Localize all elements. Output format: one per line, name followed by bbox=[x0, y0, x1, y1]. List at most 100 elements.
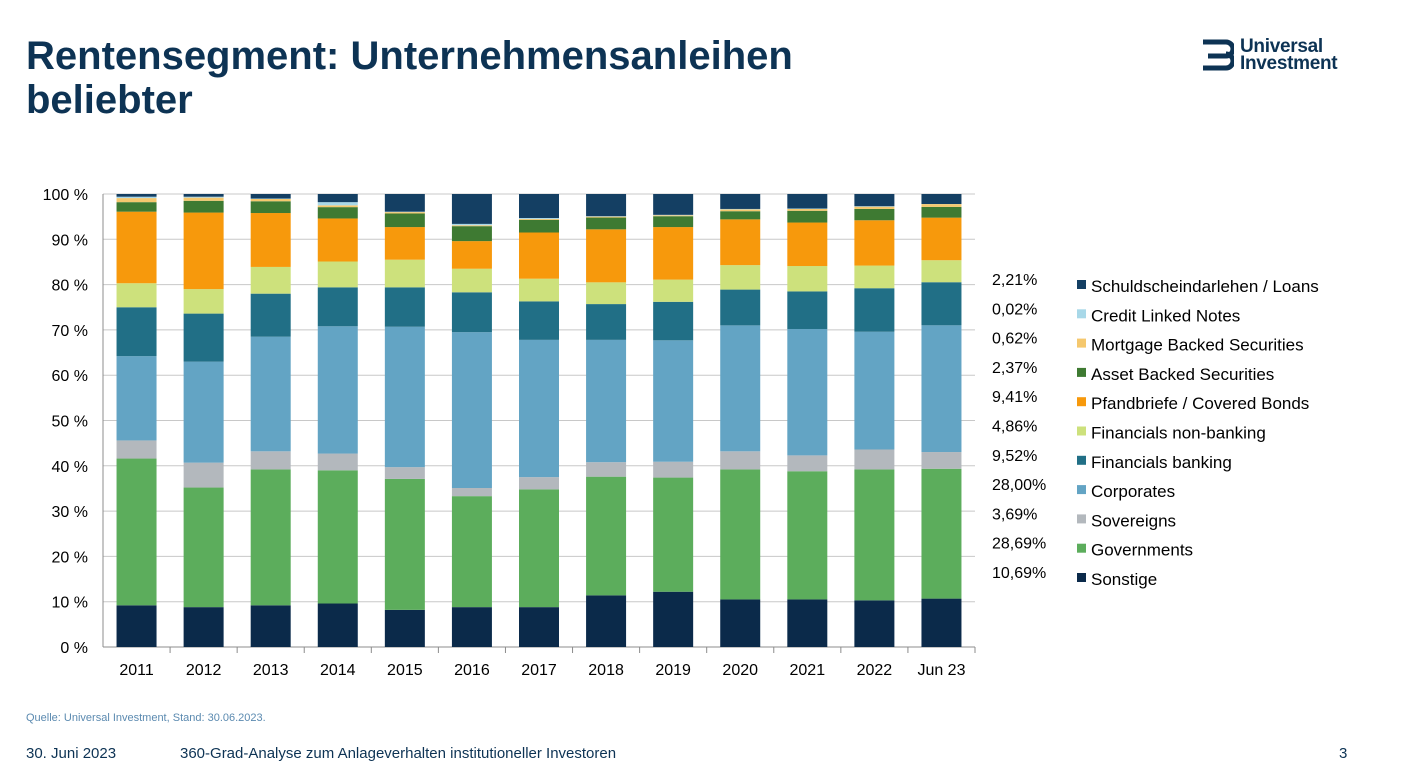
bar-segment bbox=[317, 453, 358, 471]
y-tick-label: 10 % bbox=[52, 595, 88, 612]
x-tick-label: 2013 bbox=[253, 662, 289, 679]
bar-segment bbox=[183, 289, 224, 314]
bar-segment bbox=[586, 229, 627, 283]
footer-date: 30. Juni 2023 bbox=[26, 745, 117, 762]
bar-segment bbox=[250, 201, 291, 214]
y-tick-label: 40 % bbox=[52, 459, 88, 476]
bar-segment bbox=[921, 194, 962, 205]
bar-segment bbox=[854, 194, 895, 207]
bar-segment bbox=[183, 487, 224, 608]
bar-segment bbox=[317, 603, 358, 647]
bar-segment bbox=[921, 206, 962, 218]
bar-segment bbox=[116, 202, 157, 212]
legend-entry: Pfandbriefe / Covered Bonds bbox=[1091, 394, 1309, 413]
bar-segment bbox=[653, 477, 694, 592]
bar-segment bbox=[653, 461, 694, 478]
bar-segment bbox=[854, 331, 895, 450]
bar-segment bbox=[317, 218, 358, 262]
legend-swatch bbox=[1077, 397, 1086, 407]
legend-entry: Financials banking bbox=[1091, 453, 1232, 472]
bar-segment bbox=[854, 208, 895, 221]
bar-segment bbox=[720, 219, 761, 266]
bar-segment bbox=[384, 287, 425, 327]
bar-segment bbox=[183, 200, 224, 213]
legend-entry: Asset Backed Securities bbox=[1091, 365, 1274, 384]
bar-segment bbox=[586, 194, 627, 217]
bar-segment bbox=[183, 361, 224, 463]
bar-segment bbox=[787, 266, 828, 292]
latest-value-label: 0,02% bbox=[992, 301, 1037, 318]
legend-swatch bbox=[1077, 455, 1086, 465]
bar-segment bbox=[451, 332, 492, 488]
bar-segment bbox=[317, 326, 358, 454]
bar-segment bbox=[787, 328, 828, 456]
bar-segment bbox=[854, 469, 895, 601]
bar-segment bbox=[720, 451, 761, 470]
bar-segment bbox=[787, 208, 828, 211]
bar-segment bbox=[116, 198, 157, 203]
bar-segment bbox=[116, 458, 157, 606]
bar-segment bbox=[451, 607, 492, 647]
bar-segment bbox=[854, 288, 895, 332]
bar-segment bbox=[317, 261, 358, 288]
latest-value-label: 4,86% bbox=[992, 419, 1037, 436]
bar-segment bbox=[921, 260, 962, 283]
bar-segment bbox=[653, 216, 694, 228]
latest-value-label: 28,69% bbox=[992, 536, 1046, 553]
bar-segment bbox=[384, 609, 425, 647]
legend-entry: Credit Linked Notes bbox=[1091, 306, 1240, 325]
legend-swatch bbox=[1077, 573, 1086, 582]
company-logo: Universal Investment bbox=[1200, 37, 1360, 78]
y-tick-label: 0 % bbox=[60, 640, 88, 657]
latest-value-label: 9,52% bbox=[992, 448, 1037, 465]
bar-segment bbox=[116, 356, 157, 441]
bar-segment bbox=[519, 218, 559, 219]
bar-segment bbox=[921, 452, 962, 469]
legend-entry: Financials non-banking bbox=[1091, 424, 1266, 443]
latest-value-label: 9,41% bbox=[992, 389, 1037, 406]
x-tick-label: 2014 bbox=[320, 662, 356, 679]
bar-segment bbox=[653, 215, 694, 217]
x-tick-label: 2022 bbox=[857, 662, 893, 679]
bar-segment bbox=[854, 220, 895, 266]
x-tick-label: 2018 bbox=[588, 662, 624, 679]
bar-segment bbox=[720, 289, 761, 326]
bar-segment bbox=[787, 599, 828, 647]
bar-segment bbox=[519, 232, 559, 279]
bar-segment bbox=[384, 212, 425, 214]
bar-segment bbox=[116, 440, 157, 459]
x-tick-label: 2015 bbox=[387, 662, 423, 679]
bar-segment bbox=[317, 205, 358, 208]
bar-segment bbox=[384, 326, 425, 468]
bar-segment bbox=[317, 470, 358, 604]
bar-segment bbox=[317, 287, 358, 327]
bar-segment bbox=[250, 213, 291, 267]
legend-swatch bbox=[1077, 309, 1086, 319]
x-tick-label: 2012 bbox=[186, 662, 222, 679]
legend-swatch bbox=[1077, 367, 1086, 377]
x-tick-label: 2020 bbox=[722, 662, 758, 679]
bar-segment bbox=[921, 325, 962, 453]
y-tick-label: 50 % bbox=[52, 414, 88, 431]
bar-segment bbox=[720, 209, 761, 212]
bar-segment bbox=[586, 282, 627, 305]
bar-segment bbox=[519, 218, 559, 220]
bar-segment bbox=[183, 196, 224, 198]
bar-segment bbox=[519, 219, 559, 233]
bar-segment bbox=[787, 194, 828, 209]
bar-segment bbox=[250, 194, 291, 199]
x-tick-label: 2019 bbox=[655, 662, 691, 679]
bar-segment bbox=[250, 266, 291, 294]
bar-segment bbox=[519, 278, 559, 302]
bar-segment bbox=[720, 194, 761, 209]
bar-segment bbox=[921, 598, 962, 647]
latest-value-label: 10,69% bbox=[992, 565, 1046, 582]
legend-swatch bbox=[1077, 543, 1086, 553]
bar-segment bbox=[921, 282, 962, 326]
bar-segment bbox=[653, 279, 694, 302]
bar-segment bbox=[384, 478, 425, 610]
bar-segment bbox=[317, 194, 358, 203]
bar-segment bbox=[183, 197, 224, 201]
legend-entry: Mortgage Backed Securities bbox=[1091, 336, 1304, 355]
bar-segment bbox=[250, 605, 291, 647]
